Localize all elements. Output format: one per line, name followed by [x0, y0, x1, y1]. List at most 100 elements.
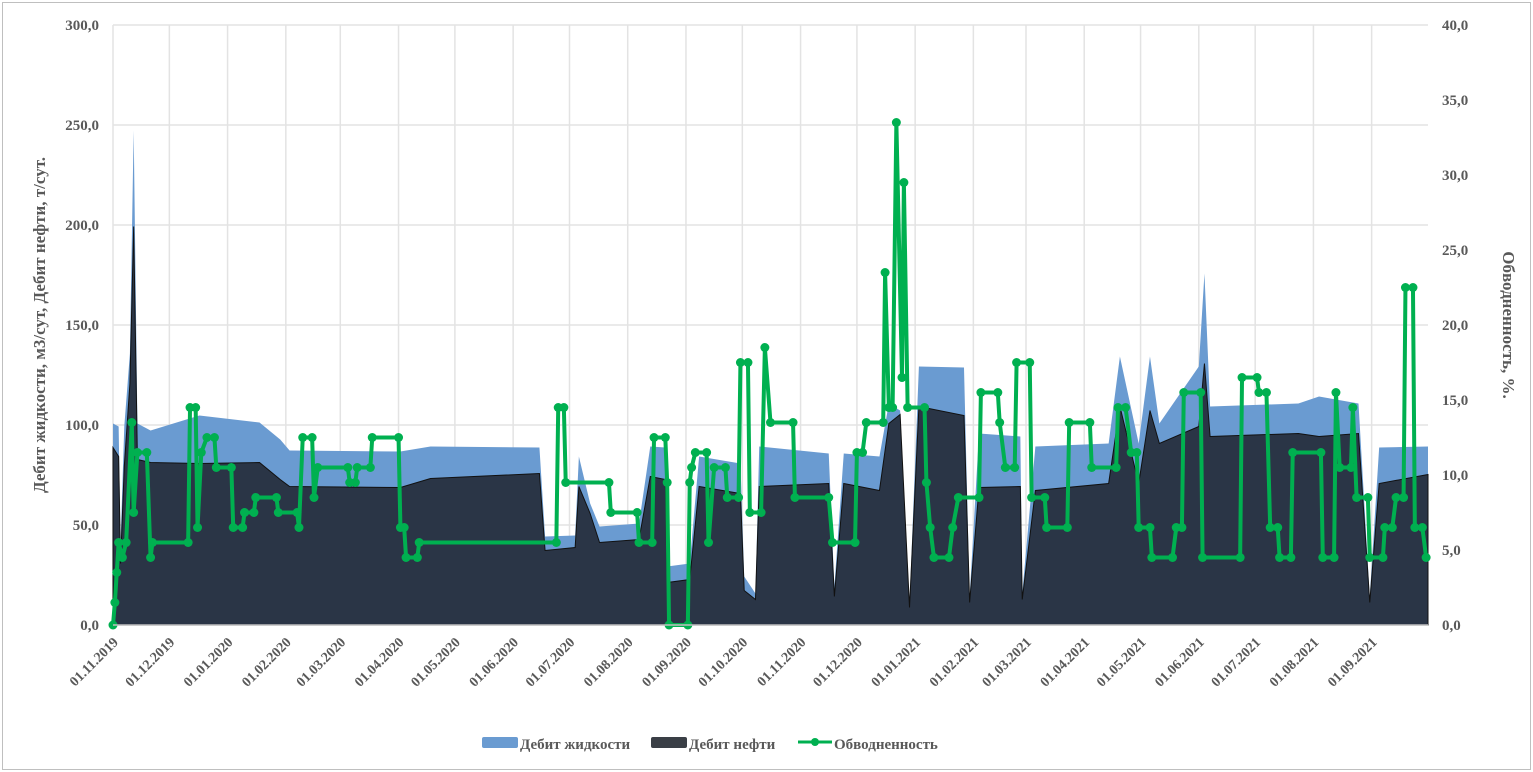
- legend-marker-watercut: [811, 738, 819, 746]
- water-cut-point: [110, 598, 120, 607]
- water-cut-point: [1288, 448, 1298, 457]
- water-cut-point: [1273, 523, 1283, 532]
- water-cut-point: [1147, 553, 1157, 562]
- water-cut-point: [662, 478, 672, 487]
- water-cut-point: [196, 448, 206, 457]
- x-tick-label: 01.05.2020: [409, 635, 464, 690]
- water-cut-point: [1410, 523, 1420, 532]
- water-cut-point: [756, 508, 766, 517]
- water-cut-point: [1352, 493, 1362, 502]
- water-cut-point: [899, 178, 909, 187]
- legend-swatch-liquid: [482, 737, 518, 748]
- y-right-tick-label: 15,0: [1442, 393, 1468, 409]
- water-cut-point: [209, 433, 219, 442]
- water-cut-point: [878, 418, 888, 427]
- water-cut-point: [298, 433, 308, 442]
- water-cut-point: [1000, 463, 1010, 472]
- water-cut-point: [240, 508, 249, 517]
- x-tick-label: 01.01.2020: [181, 635, 236, 690]
- water-cut-point: [561, 478, 571, 487]
- water-cut-point: [634, 538, 644, 547]
- water-cut-point: [365, 463, 375, 472]
- water-cut-point: [948, 523, 958, 532]
- water-cut-point: [850, 538, 860, 547]
- legend-swatch-oil: [651, 737, 687, 748]
- water-cut-point: [734, 493, 744, 502]
- water-cut-point: [974, 493, 984, 502]
- water-cut-point: [350, 478, 360, 487]
- x-tick-label: 01.02.2021: [927, 635, 982, 690]
- water-cut-point: [1254, 388, 1264, 397]
- water-cut-point: [606, 508, 616, 517]
- areas: [112, 130, 1429, 626]
- x-tick-label: 01.12.2019: [123, 635, 178, 690]
- water-cut-point: [760, 343, 770, 352]
- y-left-tick-label: 200,0: [65, 218, 99, 234]
- water-cut-point: [1177, 523, 1187, 532]
- water-cut-point: [888, 403, 898, 412]
- water-cut-point: [1064, 418, 1074, 427]
- water-cut-point: [1318, 553, 1328, 562]
- water-cut-point: [1087, 463, 1097, 472]
- water-cut-point: [1132, 448, 1142, 457]
- water-cut-point: [920, 403, 930, 412]
- y-right-tick-label: 5,0: [1442, 543, 1461, 559]
- water-cut-point: [117, 553, 127, 562]
- water-cut-point: [559, 403, 569, 412]
- y-left-tick-label: 50,0: [73, 518, 99, 534]
- water-cut-point: [1198, 553, 1208, 562]
- x-tick-label: 01.01.2021: [869, 635, 924, 690]
- water-cut-point: [1316, 448, 1326, 457]
- water-cut-point: [307, 433, 317, 442]
- x-tick-label: 01.07.2020: [523, 635, 578, 690]
- water-cut-point: [1010, 463, 1020, 472]
- water-cut-point: [702, 448, 712, 457]
- y-right-tick-label: 10,0: [1442, 468, 1468, 484]
- x-tick-label: 01.11.2020: [755, 635, 810, 690]
- water-cut-point: [1113, 403, 1123, 412]
- water-cut-point: [788, 418, 798, 427]
- water-cut-point: [238, 523, 248, 532]
- water-cut-point: [1085, 418, 1095, 427]
- water-cut-point: [412, 553, 422, 562]
- water-cut-point: [1252, 373, 1262, 382]
- water-cut-point: [1329, 553, 1339, 562]
- water-cut-point: [1012, 358, 1022, 367]
- water-cut-point: [687, 463, 697, 472]
- water-cut-point: [604, 478, 614, 487]
- water-cut-point: [766, 418, 775, 427]
- y-left-label: Дебит жидкости, м3/сут, Дебит нефти, т/с…: [30, 157, 49, 493]
- water-cut-point: [183, 538, 193, 547]
- water-cut-point: [709, 463, 719, 472]
- water-cut-point: [401, 553, 411, 562]
- water-cut-point: [647, 538, 657, 547]
- water-cut-point: [129, 508, 139, 517]
- water-cut-point: [1025, 358, 1035, 367]
- water-cut-point: [995, 418, 1005, 427]
- water-cut-point: [1265, 523, 1275, 532]
- legend: Дебит жидкости Дебит нефти Обводненность: [482, 737, 938, 753]
- water-cut-point: [292, 508, 302, 517]
- water-cut-point: [1391, 493, 1401, 502]
- water-cut-point: [121, 538, 131, 547]
- x-tick-label: 01.02.2020: [240, 635, 295, 690]
- water-cut-point: [1365, 553, 1375, 562]
- x-tick-label: 01.05.2021: [1094, 635, 1149, 690]
- y-right-tick-label: 30,0: [1442, 168, 1468, 184]
- water-cut-point: [1346, 463, 1356, 472]
- water-cut-point: [1378, 553, 1388, 562]
- water-cut-point: [294, 523, 304, 532]
- water-cut-point: [114, 538, 124, 547]
- water-cut-point: [745, 508, 755, 517]
- x-tick-label: 01.07.2021: [1209, 635, 1264, 690]
- water-cut-point: [1380, 523, 1390, 532]
- water-cut-point: [1027, 493, 1037, 502]
- water-cut-point: [414, 538, 424, 547]
- x-tick-label: 01.03.2021: [980, 635, 1035, 690]
- y-right-tick-label: 35,0: [1442, 93, 1468, 109]
- water-cut-point: [112, 568, 122, 577]
- water-cut-point: [649, 433, 659, 442]
- y-right-tick-label: 40,0: [1442, 18, 1468, 34]
- x-tick-label: 01.03.2020: [294, 635, 349, 690]
- water-cut-point: [827, 538, 837, 547]
